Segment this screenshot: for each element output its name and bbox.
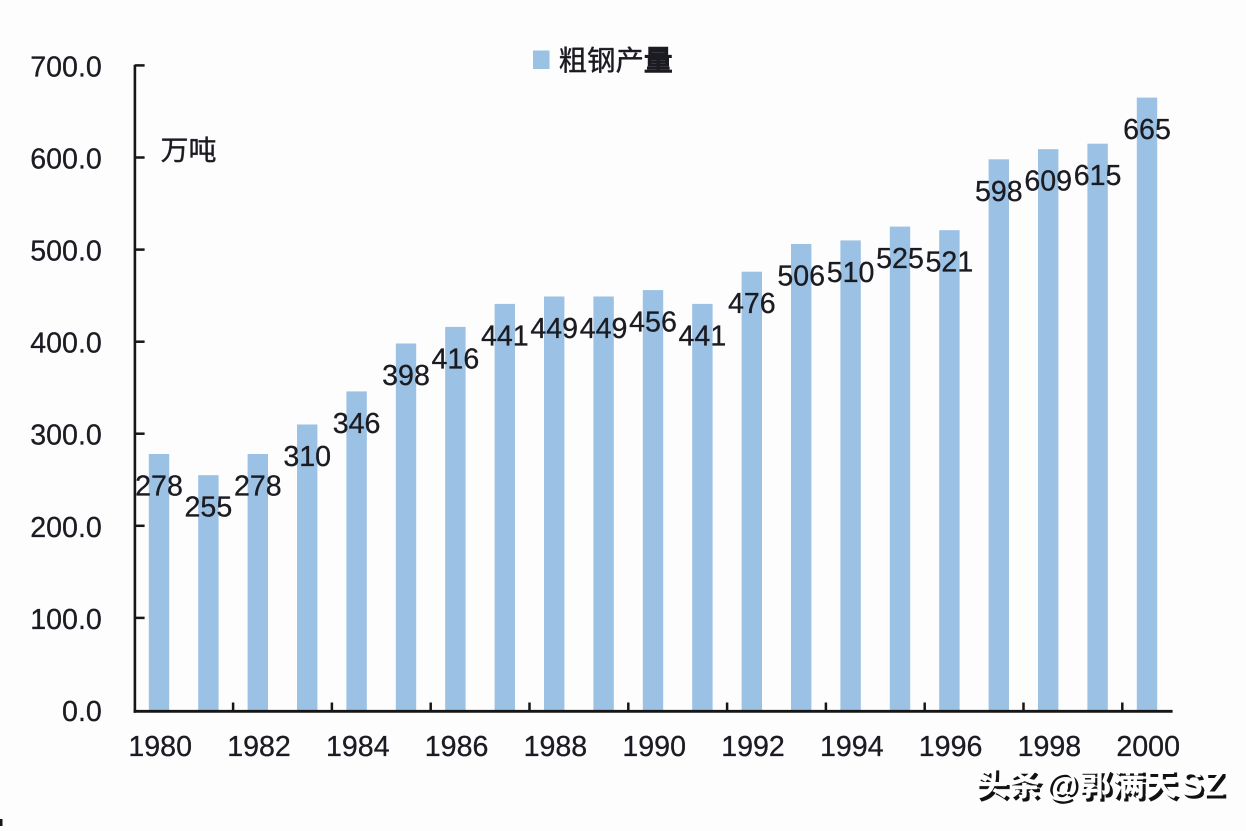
- svg-text:SZ: SZ: [1183, 768, 1228, 807]
- svg-text:598: 598: [975, 176, 1023, 208]
- svg-text:521: 521: [926, 247, 974, 279]
- svg-text:1996: 1996: [919, 731, 983, 763]
- svg-text:1992: 1992: [721, 731, 785, 763]
- svg-text:200.0: 200.0: [30, 512, 102, 544]
- svg-text:1988: 1988: [524, 731, 588, 763]
- svg-text:SZ: SZ: [1180, 765, 1225, 804]
- svg-text:615: 615: [1074, 160, 1122, 192]
- svg-text:506: 506: [777, 261, 825, 293]
- svg-text:100.0: 100.0: [30, 604, 102, 636]
- svg-text:@: @: [1048, 769, 1080, 806]
- svg-text:600.0: 600.0: [30, 144, 102, 176]
- svg-text:1990: 1990: [622, 731, 686, 763]
- svg-text:2000: 2000: [1116, 731, 1180, 763]
- svg-text:441: 441: [679, 320, 727, 352]
- svg-text:700.0: 700.0: [30, 51, 102, 83]
- svg-text:@: @: [1045, 766, 1077, 803]
- svg-text:416: 416: [432, 343, 480, 375]
- svg-text:441: 441: [481, 320, 529, 352]
- svg-text:665: 665: [1123, 114, 1171, 146]
- svg-text:255: 255: [185, 492, 233, 524]
- svg-text:525: 525: [876, 243, 924, 275]
- svg-text:1994: 1994: [820, 731, 884, 763]
- svg-text:0.0: 0.0: [62, 696, 102, 728]
- svg-text:1980: 1980: [128, 731, 192, 763]
- svg-text:476: 476: [728, 288, 776, 320]
- svg-text:346: 346: [333, 408, 381, 440]
- svg-text:300.0: 300.0: [30, 420, 102, 452]
- svg-text:500.0: 500.0: [30, 236, 102, 268]
- svg-text:510: 510: [827, 257, 875, 289]
- svg-text:1998: 1998: [1018, 731, 1082, 763]
- svg-text:456: 456: [629, 307, 677, 339]
- svg-text:278: 278: [135, 471, 183, 503]
- svg-text:1986: 1986: [425, 731, 489, 763]
- svg-text:1982: 1982: [227, 731, 291, 763]
- svg-text:1984: 1984: [326, 731, 390, 763]
- svg-text:449: 449: [530, 313, 578, 345]
- svg-text:400.0: 400.0: [30, 328, 102, 360]
- svg-text:310: 310: [283, 441, 331, 473]
- svg-text:398: 398: [382, 360, 430, 392]
- svg-text:609: 609: [1024, 166, 1072, 198]
- svg-text:449: 449: [580, 313, 628, 345]
- svg-text:278: 278: [234, 471, 282, 503]
